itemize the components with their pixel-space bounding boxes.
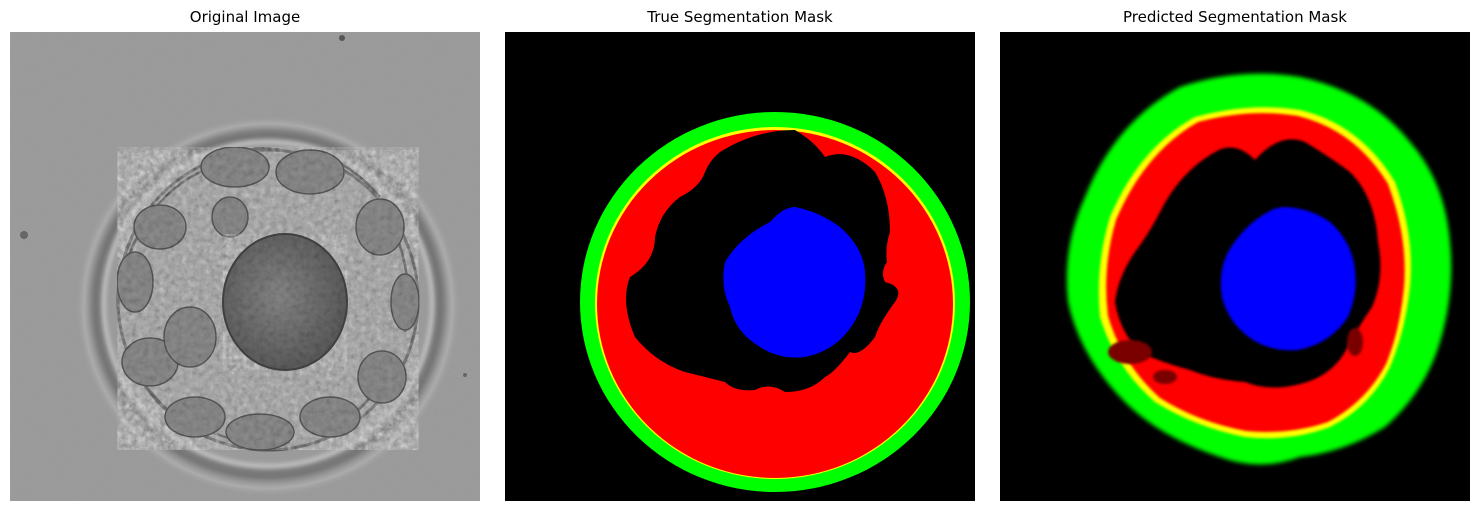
- predicted-mask-panel: Predicted Segmentation Mask: [1000, 0, 1470, 511]
- true-mask-title: True Segmentation Mask: [647, 8, 833, 26]
- original-image-panel: Original Image: [10, 0, 480, 511]
- predicted-icm-region: [1220, 207, 1356, 351]
- original-microscopy-image: [10, 32, 480, 501]
- original-image-title: Original Image: [189, 8, 301, 26]
- predicted-segmentation-mask: [1000, 32, 1470, 501]
- true-segmentation-mask: [505, 32, 975, 501]
- predicted-mask-title: Predicted Segmentation Mask: [1122, 8, 1347, 26]
- true-icm-region: [723, 207, 866, 358]
- true-mask-panel: True Segmentation Mask: [505, 0, 975, 511]
